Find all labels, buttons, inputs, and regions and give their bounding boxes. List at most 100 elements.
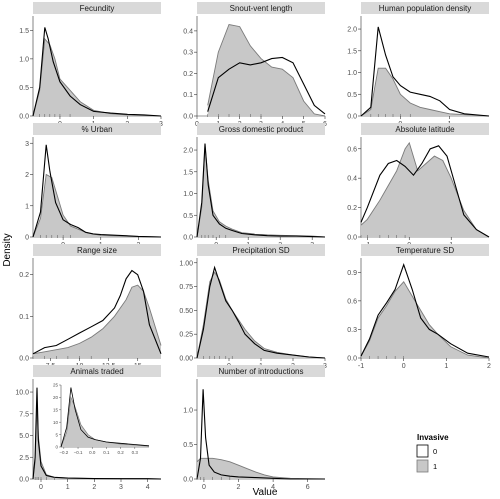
panel-title-number-of-introductions: Number of introductions [219,367,304,376]
inset-invasive-line [60,396,150,448]
panel-strip-precipitation-sd [197,244,325,256]
x-tick-label: 2 [487,363,491,370]
series-noninvasive-line [207,56,326,115]
legend-label-0: 0 [433,447,437,456]
series-invasive-area [33,285,161,358]
x-tick-label: -1 [358,363,364,370]
series-invasive-area [361,281,489,358]
inset-y-tick-label: 20 [53,395,59,400]
panel-strip-number-of-introductions [197,365,325,377]
panel-title-gross-domestic-product: Gross domestic product [219,125,304,134]
y-tick-label: 2.0 [183,148,193,155]
series-noninvasive-line [32,269,162,355]
x-tick-label: 1 [444,363,448,370]
x-tick-label: 4 [146,484,150,491]
series-invasive-area [197,145,325,237]
legend-title: Invasive [417,433,449,442]
y-tick-label: 0.3 [347,327,357,334]
inset-y-tick-label: 10 [53,420,59,425]
y-tick-label: 0.4 [347,176,357,183]
panel-strip-fecundity [33,2,161,14]
panel-title-urban: % Urban [81,125,112,134]
series-invasive-area [197,458,325,479]
panel-precipitation-sd: Precipitation SD0.000.250.500.751.000123 [179,244,327,370]
panel-human-population-density: Human population density0.00.51.01.52.00… [347,2,490,128]
x-tick-label: 0 [402,363,406,370]
y-tick-label: 0.0 [19,356,29,363]
y-tick-label: 0.0 [347,356,357,363]
inset-y-tick-label: 0 [55,445,58,450]
y-tick-label: 0.0 [19,114,29,121]
x-tick-label: 0 [202,484,206,491]
series-noninvasive-line [32,27,162,117]
x-tick-label: 2 [92,484,96,491]
y-tick-label: 1.5 [19,28,29,35]
y-tick-label: 2.5 [19,455,29,462]
x-tick-label: 3 [159,121,163,128]
series-invasive-area [197,272,325,358]
x-tick-label: 2 [237,484,241,491]
panel-urban: % Urban0123012 [25,123,162,249]
inset-x-tick-label: −0.2 [59,450,68,455]
y-tick-label: 0.6 [347,146,357,153]
y-tick-label: 0.0 [347,235,357,242]
x-axis-title: Value [253,487,278,498]
series-noninvasive-line [196,143,326,238]
panel-grid: Fecundity 0.0 0.5 1.0 1.5 0 1 2 3 Snout-vent leng… [15,2,491,491]
legend-key-1 [416,459,429,473]
panel-title-precipitation-sd: Precipitation SD [232,246,290,255]
y-tick-label: 0.50 [179,308,193,315]
legend-key-0 [416,444,429,458]
y-tick-label: 0.0 [19,477,29,484]
y-tick-label: 0.6 [347,298,357,305]
series-noninvasive-line [196,265,326,359]
y-tick-label: 7.5 [19,411,29,418]
panel-strip-temperature-sd [361,244,489,256]
series-noninvasive-line [32,387,162,480]
panel-strip-urban [33,123,161,135]
inset-x-tick-label: 0.1 [103,450,110,455]
series-noninvasive-line [360,26,490,117]
panel-temperature-sd: Temperature SD 0.0 0.3 0.6 0.9 -1 0 1 2 [347,244,491,370]
panel-title-human-population-density: Human population density [379,4,472,13]
y-tick-label: 3 [25,141,29,148]
y-tick-label: 0.3 [183,50,193,57]
series-invasive-line [360,67,490,117]
y-tick-label: 0.0 [347,114,357,121]
y-tick-label: 1 [25,203,29,210]
panel-strip-range-size [33,244,161,256]
y-tick-label: 1.5 [347,48,357,55]
series-invasive-line [196,457,326,480]
y-tick-label: 1.0 [183,408,193,415]
x-tick-label: 4 [271,484,275,491]
inset-x-tick-label: −0.1 [74,450,83,455]
y-tick-label: 0.2 [19,272,29,279]
y-axis-title: Density [2,233,13,266]
panel-title-range-size: Range size [77,246,118,255]
y-tick-label: 0.4 [183,28,193,35]
y-tick-label: 0.1 [19,314,29,321]
y-tick-label: 0.0 [183,114,193,121]
y-tick-label: 0 [25,235,29,242]
inset-invasive-area [61,397,149,447]
y-tick-label: 1.0 [19,56,29,63]
series-invasive-area [33,38,161,116]
panel-strip-gross-domestic-product [197,123,325,135]
y-tick-label: 0.5 [19,85,29,92]
y-tick-label: 0.0 [183,477,193,484]
y-tick-label: 0.75 [179,284,193,291]
y-tick-label: 2 [25,172,29,179]
series-invasive-line [360,281,490,359]
panel-title-animals-traded: Animals traded [70,367,123,376]
y-tick-label: 0.2 [183,71,193,78]
series-invasive-line [32,173,162,238]
series-invasive-area [361,68,489,116]
y-tick-label: 1.0 [347,70,357,77]
inset-plot: 0 5 10 15 20 25 −0.2 −0.1 0.0 0.1 0.2 0.3 [53,383,150,455]
panel-number-of-introductions: Number of introductions 0.0 0.5 1.0 0 2 4 6 [183,365,326,491]
series-noninvasive-line [360,145,490,238]
y-tick-label: 0.2 [347,205,357,212]
